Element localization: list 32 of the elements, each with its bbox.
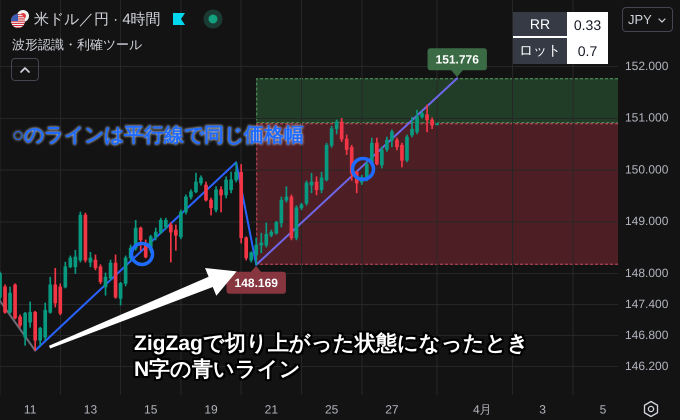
annotation: ロット	[519, 42, 561, 60]
x-tick-label: 4月	[473, 402, 492, 417]
annotation: ○のラインは平行線で同じ価格幅	[12, 124, 304, 147]
y-tick-label: 150.000	[625, 162, 669, 176]
dropdown: JPY	[622, 7, 673, 32]
y-tick-label: 146.200	[625, 358, 669, 373]
x-tick-label: 13	[84, 402, 98, 417]
y-tick-label: 152.000	[625, 59, 669, 74]
text: 波形認識・利確ツール	[12, 36, 142, 54]
candlestick	[219, 186, 223, 212]
y-tick-label: 149.000	[625, 214, 669, 228]
x-tick-label: 21	[264, 402, 278, 417]
y-tick-label: 151.000	[625, 110, 669, 125]
x-tick-label: 19	[204, 402, 218, 417]
annotation: 148.169	[234, 276, 278, 290]
x-tick-label: 11	[24, 402, 37, 417]
x-tick-label: 5	[600, 402, 607, 417]
x-tick-label: 25	[324, 402, 339, 417]
annotation: N字の青いライン	[134, 357, 302, 383]
y-tick-label: 147.400	[625, 296, 669, 311]
y-axis-title: JPY	[628, 12, 652, 27]
x-tick-label: 3	[539, 402, 546, 417]
annotation: 0.7	[578, 43, 598, 59]
y-tick-label: 148.000	[625, 266, 669, 280]
annotation: RR	[530, 16, 550, 32]
x-tick-label: 27	[385, 402, 399, 417]
y-tick-label: 146.800	[625, 328, 669, 342]
x-tick-label: 15	[144, 402, 158, 417]
annotation: 151.776	[436, 52, 480, 67]
text: 米ドル／円 · 4時間	[34, 10, 161, 28]
annotation: ZigZagで切り上がった状態になったとき	[134, 331, 529, 357]
annotation: 0.33	[574, 17, 602, 33]
